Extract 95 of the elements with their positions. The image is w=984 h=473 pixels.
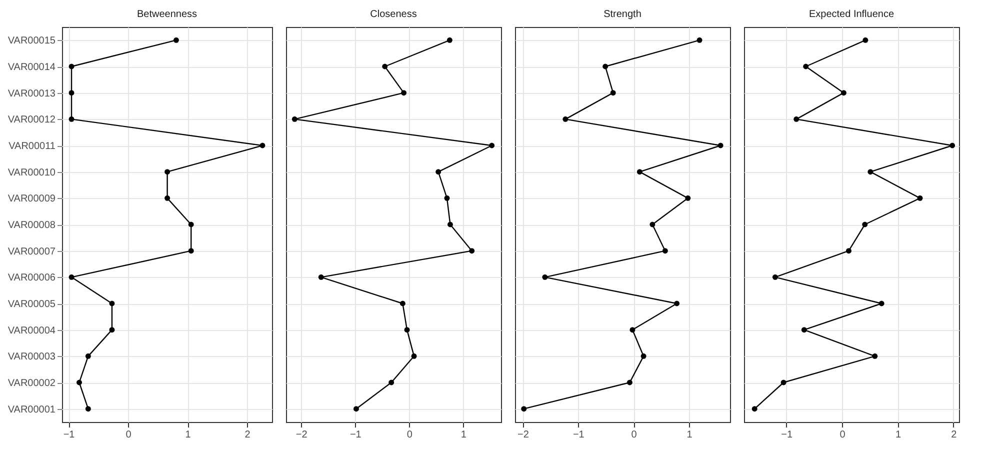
point xyxy=(803,64,809,70)
chart-title: Strength xyxy=(604,9,642,20)
point xyxy=(696,37,702,43)
point xyxy=(602,64,608,70)
y-tick-label: VAR00010 xyxy=(8,167,56,178)
point xyxy=(840,90,846,96)
x-tick-label: 1 xyxy=(686,430,693,440)
point xyxy=(188,248,194,254)
y-tick-label: VAR00015 xyxy=(8,36,56,47)
point xyxy=(640,353,646,359)
point xyxy=(674,300,680,306)
chart-title: Expected Influence xyxy=(808,9,894,20)
y-tick-label: VAR00002 xyxy=(8,378,56,389)
point xyxy=(636,169,642,175)
point xyxy=(76,380,82,386)
x-tick-label: 0 xyxy=(840,430,846,440)
point xyxy=(292,116,298,122)
point xyxy=(868,169,874,175)
point xyxy=(521,406,527,412)
point xyxy=(801,327,807,333)
y-tick-label: VAR00003 xyxy=(8,352,56,363)
x-tick-label: 1 xyxy=(185,430,192,440)
x-tick-label: −2 xyxy=(296,430,308,440)
point xyxy=(489,142,495,148)
point xyxy=(650,222,656,228)
point xyxy=(917,195,923,201)
point xyxy=(85,406,91,412)
point xyxy=(662,248,668,254)
y-tick-label: VAR00006 xyxy=(8,272,56,284)
point xyxy=(318,274,324,280)
x-tick-label: −1 xyxy=(63,430,76,440)
point xyxy=(872,353,878,359)
point xyxy=(950,142,956,148)
point xyxy=(436,169,442,175)
point xyxy=(353,406,359,412)
point xyxy=(610,90,616,96)
point xyxy=(469,248,475,254)
point xyxy=(260,142,266,148)
point xyxy=(188,222,194,228)
y-tick-label: VAR00005 xyxy=(8,299,56,310)
x-tick-label: −2 xyxy=(518,430,530,440)
y-tick-label: VAR00011 xyxy=(8,141,56,152)
x-tick-label: 2 xyxy=(951,430,958,440)
point xyxy=(562,116,568,122)
point xyxy=(411,353,417,359)
point xyxy=(846,248,852,254)
y-tick-label: VAR00001 xyxy=(8,404,56,416)
x-tick-label: 2 xyxy=(244,430,251,440)
point xyxy=(718,142,724,148)
y-tick-label: VAR00009 xyxy=(8,194,56,205)
point xyxy=(164,195,170,201)
chart-title: Betweenness xyxy=(136,9,198,20)
point xyxy=(68,64,74,70)
point xyxy=(109,300,115,306)
point xyxy=(772,274,778,280)
point xyxy=(685,195,691,201)
y-tick-label: VAR00013 xyxy=(8,88,56,100)
point xyxy=(109,327,115,333)
point xyxy=(401,90,407,96)
point xyxy=(68,90,74,96)
point xyxy=(388,380,394,386)
y-tick-label: VAR00004 xyxy=(8,325,56,336)
point xyxy=(85,353,91,359)
point xyxy=(794,116,800,122)
point xyxy=(862,37,868,43)
x-tick-label: 1 xyxy=(460,430,467,440)
y-tick-label: VAR00008 xyxy=(8,220,56,231)
point xyxy=(444,195,450,201)
point xyxy=(447,222,453,228)
point xyxy=(164,169,170,175)
point xyxy=(780,380,786,386)
point xyxy=(68,274,74,280)
point xyxy=(68,116,74,122)
point xyxy=(542,274,548,280)
point xyxy=(752,406,758,412)
x-tick-label: 1 xyxy=(895,430,902,440)
x-tick-label: −1 xyxy=(781,430,793,440)
point xyxy=(862,222,868,228)
x-tick-label: −1 xyxy=(350,430,362,440)
point xyxy=(626,380,632,386)
point xyxy=(382,64,388,70)
point xyxy=(404,327,410,333)
x-tick-label: 0 xyxy=(631,430,638,440)
point xyxy=(878,300,884,306)
point xyxy=(400,300,406,306)
point xyxy=(173,37,179,43)
x-tick-label: −1 xyxy=(572,430,585,440)
chart-title: Closeness xyxy=(370,9,417,20)
y-tick-label: VAR00012 xyxy=(8,114,56,126)
point xyxy=(446,37,452,43)
x-tick-label: 0 xyxy=(406,430,413,440)
x-tick-label: 0 xyxy=(126,430,132,440)
y-tick-label: VAR00007 xyxy=(8,246,56,258)
y-tick-label: VAR00014 xyxy=(8,62,56,73)
point xyxy=(630,327,636,333)
